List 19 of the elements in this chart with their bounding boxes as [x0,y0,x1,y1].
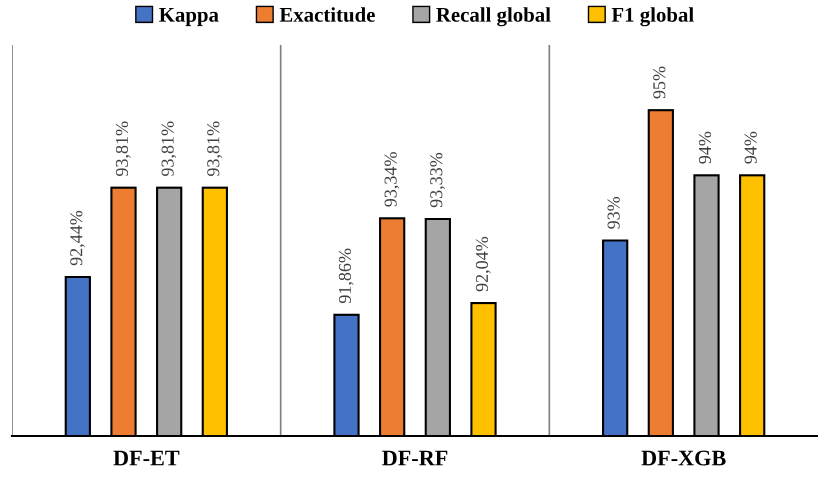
legend-label: F1 global [612,7,694,26]
legend-label: Exactitude [280,7,375,22]
data-label: 93,33% [430,152,445,208]
x-tick-label: DF-RF [382,450,448,466]
legend-label: Recall global [436,7,551,26]
data-label: 93,81% [207,122,222,176]
x-tick-label: DF-ET [113,450,180,466]
x-tick-label: DF-XGB [641,450,726,466]
data-label: 95% [653,66,666,98]
data-label: 93,81% [162,122,176,176]
data-label: 92,44% [70,210,85,266]
data-label: 93,81% [116,122,131,176]
data-label: 93% [607,196,620,229]
data-label: 94% [698,132,712,164]
legend-label: Kappa [159,8,219,26]
data-label: 93,34% [384,152,400,207]
data-label: 92,04% [476,236,491,292]
data-label: 91,86% [338,248,354,304]
data-label: 94% [744,132,757,164]
